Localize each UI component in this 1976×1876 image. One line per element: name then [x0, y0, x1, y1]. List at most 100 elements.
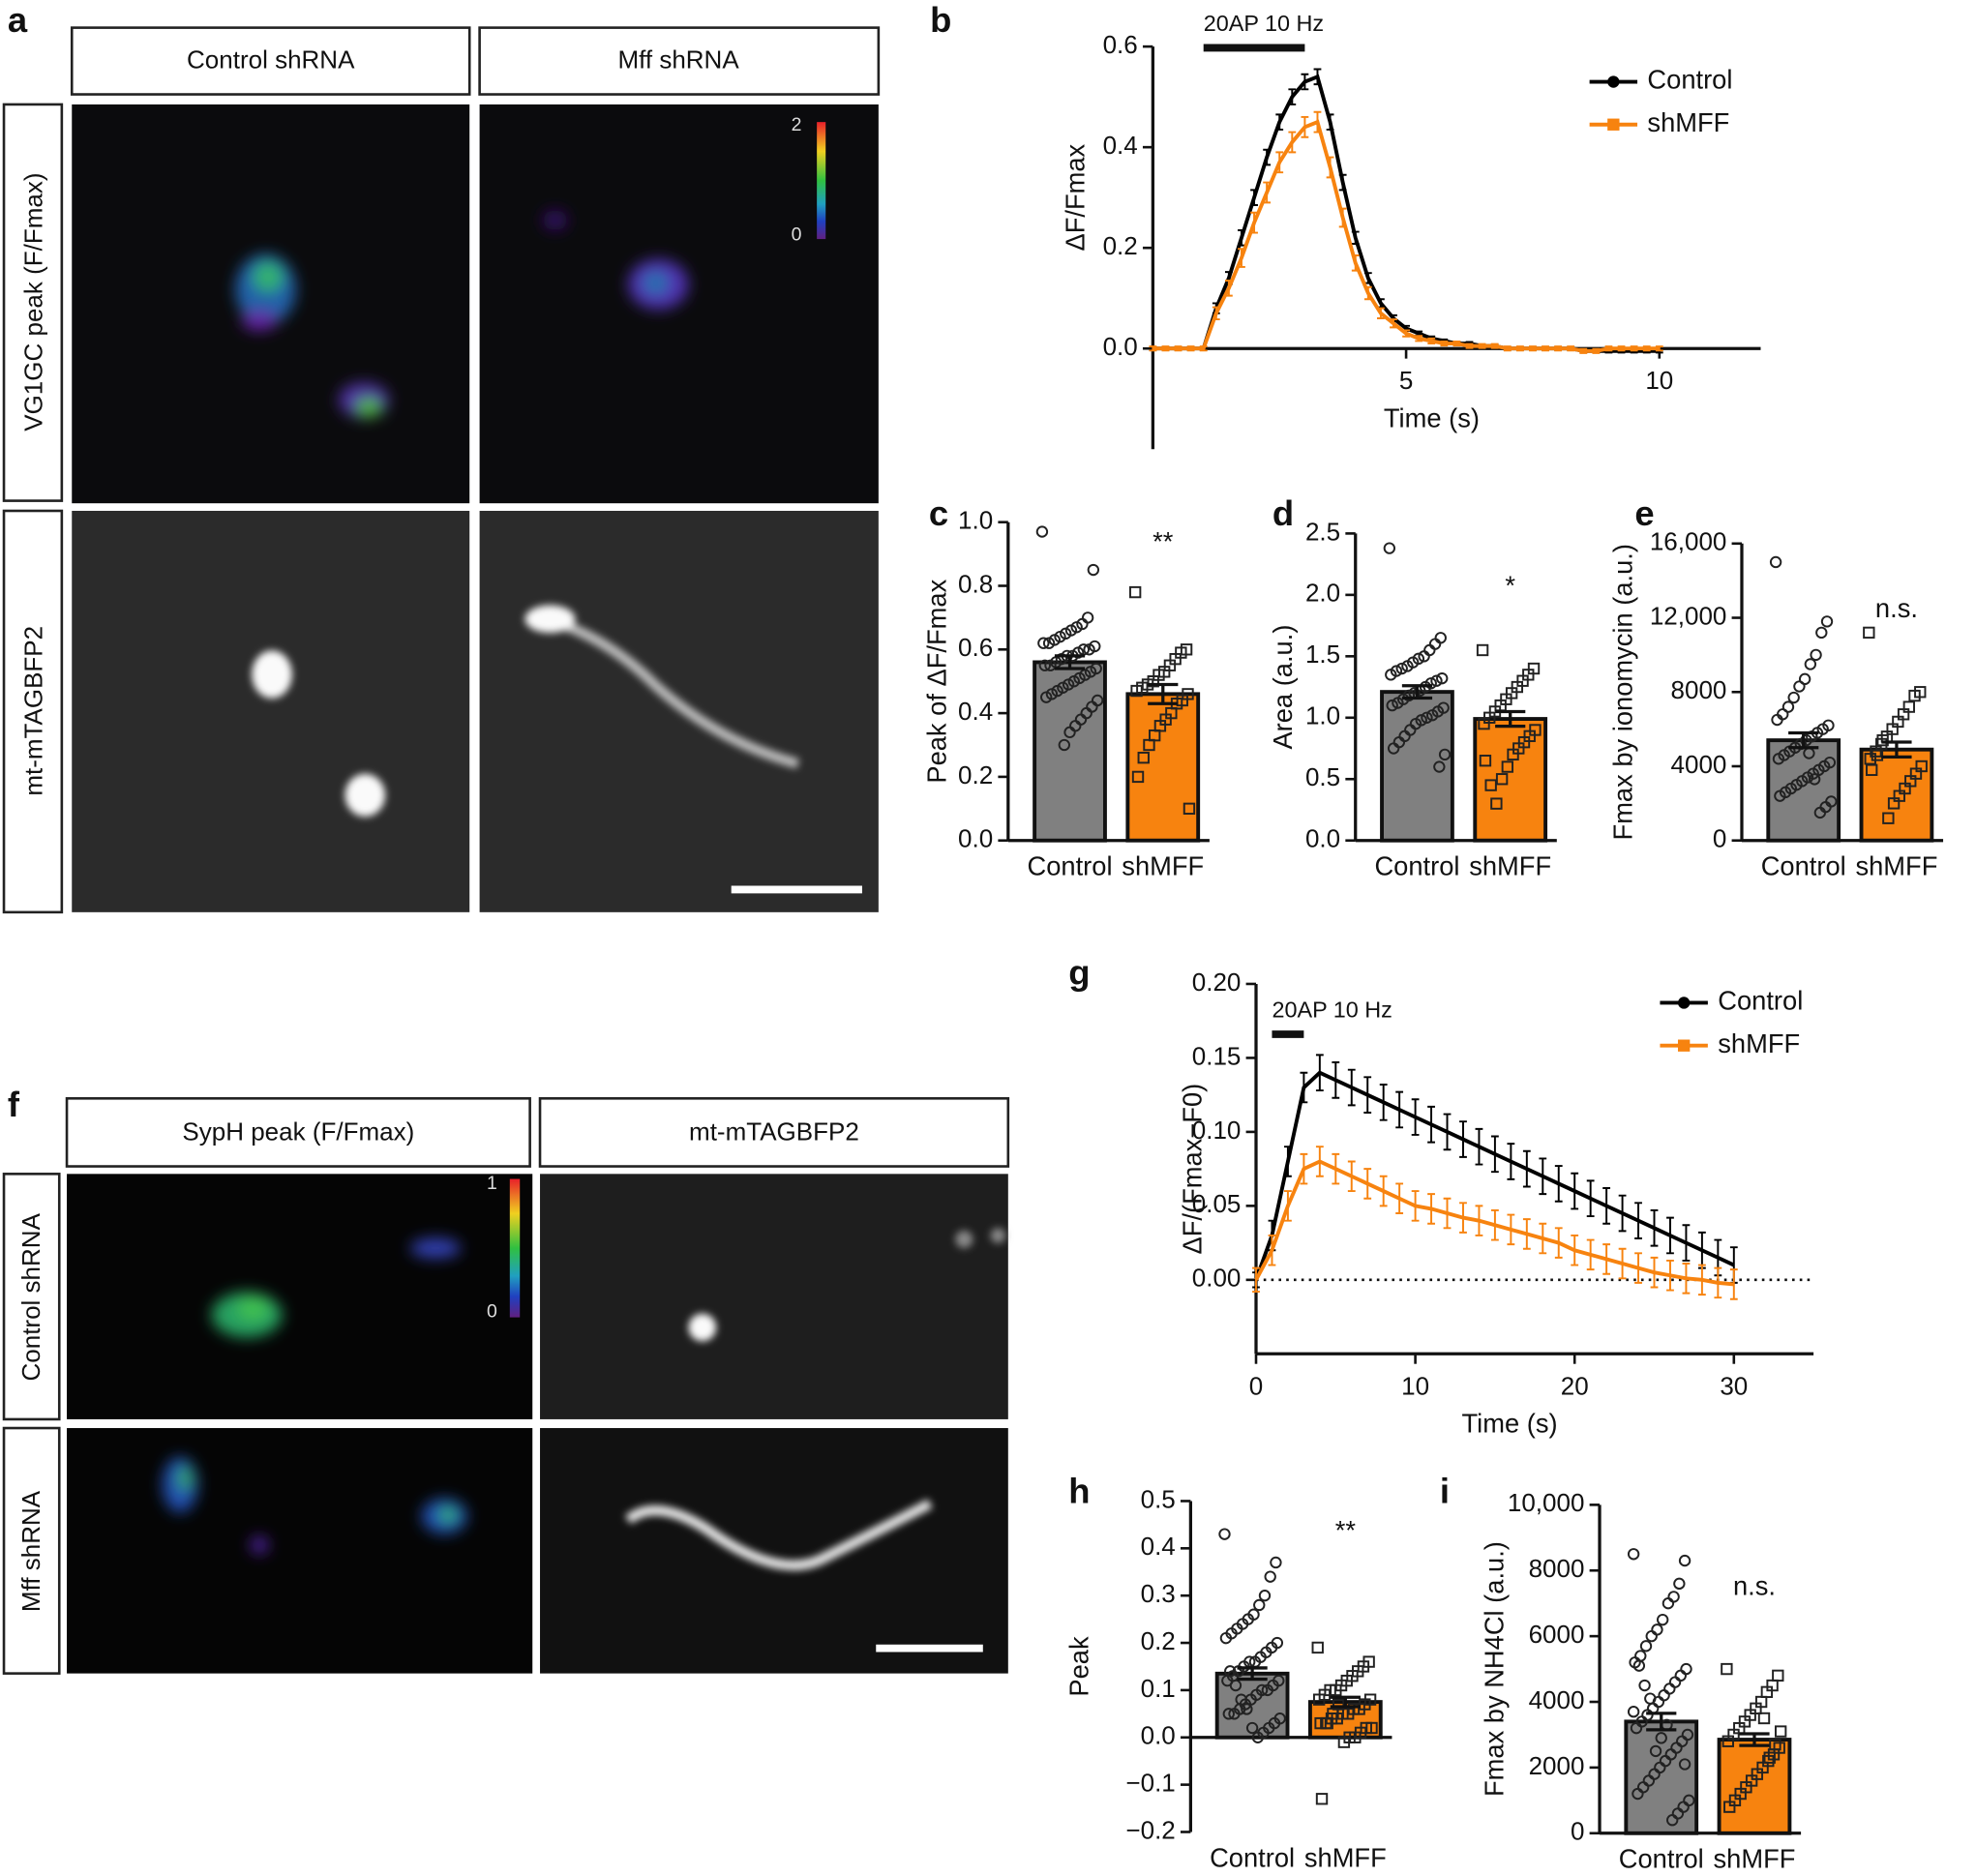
- y-tick-label: 0: [1713, 824, 1726, 853]
- data-point: [1781, 700, 1795, 713]
- micrograph: [479, 510, 879, 912]
- x-axis-label: Time (s): [1462, 1409, 1558, 1439]
- panel-letter: h: [1068, 1471, 1090, 1510]
- data-point: [1866, 763, 1878, 776]
- data-point: [1401, 660, 1414, 672]
- y-tick-label: 0.3: [1141, 1579, 1176, 1608]
- data-point: [1438, 748, 1452, 761]
- error-bar: [1148, 682, 1179, 705]
- y-axis-label: ΔF/(Fmax−F0): [1177, 1084, 1207, 1255]
- data-point: [1383, 542, 1396, 554]
- data-point: [1245, 1721, 1259, 1735]
- micrograph: [540, 1174, 1008, 1419]
- signal: [542, 210, 689, 310]
- significance: **: [1335, 1515, 1357, 1545]
- stimulus-label: 20AP 10 Hz: [1272, 998, 1392, 1023]
- column-label: Mff shRNA: [617, 45, 739, 74]
- signal: [211, 1237, 462, 1338]
- data-point: [1395, 662, 1408, 675]
- x-axis-label: Time (s): [1384, 403, 1480, 433]
- data-point: [1143, 738, 1155, 752]
- legend-label: shMFF: [1647, 107, 1729, 137]
- data-point: [1081, 611, 1094, 624]
- y-tick-label: 12,000: [1650, 601, 1727, 630]
- data-point: [1774, 789, 1786, 802]
- y-tick-label: 0.5: [1305, 762, 1340, 791]
- y-tick-label: 2000: [1529, 1751, 1585, 1780]
- x-tick-label: 30: [1720, 1371, 1748, 1400]
- data-point: [1428, 638, 1442, 650]
- y-tick-label: 1.0: [958, 506, 993, 535]
- column-header: [65, 1097, 531, 1168]
- panel-letter: b: [930, 0, 951, 40]
- x-tick-label: 0: [1249, 1371, 1263, 1400]
- data-point: [1321, 1716, 1333, 1730]
- stimulus-label: 20AP 10 Hz: [1204, 11, 1324, 36]
- micrograph: [72, 510, 470, 912]
- y-tick-label: 0.8: [958, 569, 993, 598]
- row-label: Mff shRNA: [16, 1490, 45, 1612]
- x-tick-label: 10: [1645, 366, 1673, 395]
- significance: *: [1505, 571, 1515, 601]
- data-point: [1426, 709, 1439, 722]
- panel-letter: f: [8, 1085, 20, 1124]
- data-point: [1261, 1683, 1274, 1697]
- y-tick-label: 0.0: [1305, 824, 1340, 853]
- data-point: [1887, 797, 1901, 810]
- data-point: [1641, 1709, 1654, 1721]
- data-point: [1434, 632, 1447, 644]
- data-point: [1769, 555, 1782, 569]
- image-panel-f: f SypH peak (F/Fmax) mt-mTAGBFP2 Control…: [2, 1085, 1010, 1675]
- data-point: [1038, 659, 1051, 671]
- data-point: [1130, 684, 1143, 698]
- data-point: [1639, 1640, 1653, 1653]
- y-tick-label: 2.5: [1305, 517, 1340, 546]
- data-point: [1040, 691, 1053, 703]
- y-tick-label: −0.1: [1125, 1768, 1175, 1797]
- row-label: mt-mTAGBFP2: [18, 626, 47, 796]
- y-tick-label: 0.00: [1192, 1264, 1242, 1293]
- row-label: VG1GC peak (F/Fmax): [18, 172, 47, 431]
- micrograph: [67, 1428, 533, 1674]
- y-tick-label: 0.2: [1141, 1626, 1176, 1655]
- data-point: [1058, 738, 1070, 752]
- data-point: [1258, 1590, 1272, 1602]
- x-tick-label: Control: [1210, 1842, 1295, 1872]
- signal: [252, 650, 386, 818]
- x-tick-label: 10: [1401, 1371, 1429, 1400]
- data-point: [1722, 1735, 1734, 1747]
- y-axis-label: Area (a.u.): [1268, 625, 1298, 750]
- legend-label: Control: [1718, 986, 1803, 1016]
- data-point: [1311, 1641, 1324, 1654]
- error-bar: [1739, 1732, 1770, 1747]
- legend-marker: [1677, 997, 1691, 1009]
- data-point: [1392, 697, 1404, 709]
- y-tick-label: 4000: [1529, 1685, 1585, 1714]
- panel-letter: g: [1068, 952, 1090, 992]
- error-bar: [1054, 654, 1086, 670]
- x-tick-label: Control: [1374, 851, 1459, 881]
- row-label: Control shRNA: [16, 1212, 45, 1381]
- data-point: [1219, 1631, 1233, 1645]
- data-point: [1820, 615, 1834, 628]
- data-point: [1476, 643, 1489, 657]
- colorbar-label: 1: [487, 1173, 497, 1194]
- data-point: [1769, 1738, 1781, 1751]
- y-tick-label: 6000: [1529, 1620, 1585, 1649]
- data-point: [1037, 637, 1050, 649]
- x-tick-label: Control: [1761, 851, 1846, 881]
- data-point: [1241, 1703, 1253, 1715]
- y-axis-label: ΔF/Fmax: [1061, 143, 1091, 251]
- data-point: [1386, 699, 1398, 712]
- data-point: [1387, 742, 1400, 755]
- data-point: [1035, 525, 1049, 538]
- data-point: [1418, 650, 1430, 663]
- panel-letter: i: [1440, 1471, 1450, 1510]
- data-point: [1218, 1528, 1231, 1540]
- data-point: [1385, 669, 1397, 681]
- data-point: [1087, 563, 1100, 577]
- y-tick-label: 0.10: [1192, 1116, 1242, 1145]
- error-bar: [1881, 740, 1912, 759]
- data-point: [1430, 674, 1443, 687]
- data-point: [1864, 753, 1876, 765]
